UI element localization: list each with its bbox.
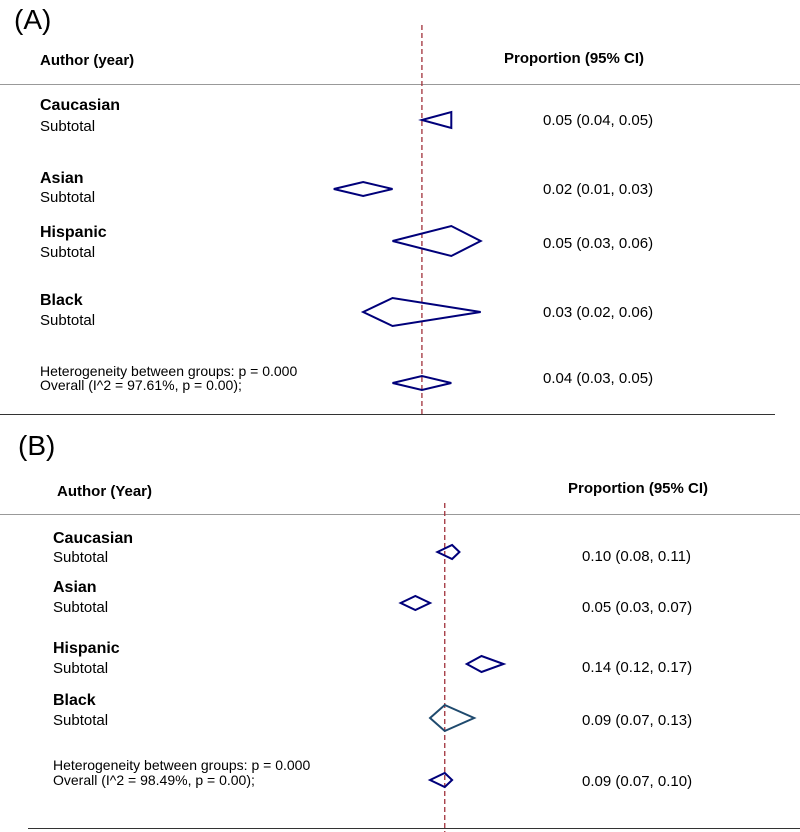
- ci-text-caucasian: 0.05 (0.04, 0.05): [543, 112, 654, 129]
- subtotal-label: Subtotal: [53, 549, 109, 566]
- diamond-hispanic: [464, 654, 507, 674]
- diamond-overall: [427, 771, 454, 789]
- group-label-caucasian: Caucasian: [53, 530, 134, 547]
- header-proportion: Proportion (95% CI): [568, 480, 709, 497]
- ci-text-black: 0.03 (0.02, 0.06): [543, 304, 654, 321]
- group-label-hispanic: Hispanic: [53, 640, 120, 657]
- group-label-hispanic: Hispanic: [40, 224, 107, 241]
- diamond-caucasian: [435, 543, 461, 561]
- forest-panel-b: (B) Author (Year) Proportion (95% CI) Ca…: [0, 416, 800, 832]
- forest-plot-b: [398, 503, 507, 832]
- group-label-asian: Asian: [53, 579, 97, 596]
- header-author: Author (year): [40, 52, 135, 69]
- bottom-rule: [28, 828, 800, 829]
- ci-text-asian: 0.05 (0.03, 0.07): [582, 599, 693, 616]
- diamond-caucasian: [418, 110, 453, 130]
- group-label-black: Black: [40, 292, 83, 309]
- diamond-asian: [398, 594, 433, 612]
- forest-plot-a: [333, 25, 483, 416]
- group-label-caucasian: Caucasian: [40, 97, 121, 114]
- subtotal-label: Subtotal: [40, 118, 96, 135]
- forest-panel-a: (A) Author (year) Proportion (95% CI) Ca…: [0, 4, 800, 416]
- diamond-black: [360, 296, 481, 328]
- header-proportion: Proportion (95% CI): [504, 50, 645, 67]
- diamond-overall: [392, 374, 452, 392]
- group-label-asian: Asian: [40, 170, 84, 187]
- header-author: Author (Year): [57, 483, 153, 500]
- overall-label: Overall (I^2 = 97.61%, p = 0.00);: [40, 377, 242, 393]
- subtotal-label: Subtotal: [53, 712, 109, 729]
- subtotal-label: Subtotal: [40, 189, 96, 206]
- overall-label: Overall (I^2 = 98.49%, p = 0.00);: [53, 772, 255, 788]
- ci-text-overall: 0.09 (0.07, 0.10): [582, 773, 693, 790]
- header-rule: [0, 84, 800, 85]
- ci-text-caucasian: 0.10 (0.08, 0.11): [582, 548, 691, 565]
- subtotal-label: Subtotal: [40, 312, 96, 329]
- header-rule: [0, 514, 800, 515]
- ci-text-hispanic: 0.14 (0.12, 0.17): [582, 659, 693, 676]
- diamond-black: [428, 703, 477, 733]
- ci-text-asian: 0.02 (0.01, 0.03): [543, 181, 654, 198]
- group-label-black: Black: [53, 692, 96, 709]
- subtotal-label: Subtotal: [40, 244, 96, 261]
- bottom-rule: [0, 414, 775, 415]
- subtotal-label: Subtotal: [53, 599, 109, 616]
- heterogeneity-text: Heterogeneity between groups: p = 0.000: [40, 363, 298, 379]
- diamond-hispanic: [392, 224, 483, 258]
- heterogeneity-text: Heterogeneity between groups: p = 0.000: [53, 757, 311, 773]
- subtotal-label: Subtotal: [53, 660, 109, 677]
- panel-label-a: (A): [14, 4, 52, 35]
- ci-text-overall: 0.04 (0.03, 0.05): [543, 370, 654, 387]
- ci-text-hispanic: 0.05 (0.03, 0.06): [543, 235, 654, 252]
- panel-label-b: (B): [18, 430, 56, 461]
- diamond-asian: [333, 180, 393, 198]
- ci-text-black: 0.09 (0.07, 0.13): [582, 712, 693, 729]
